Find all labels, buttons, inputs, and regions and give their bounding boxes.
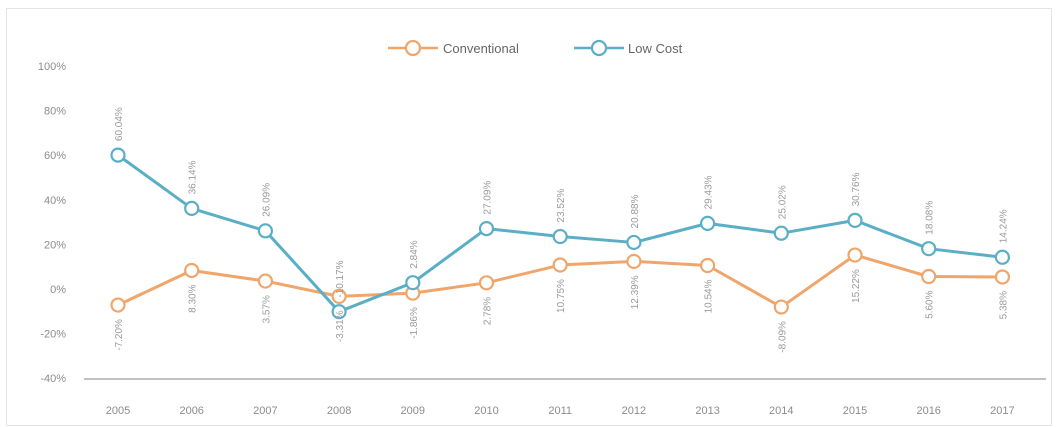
data-point-low-cost: [478, 220, 495, 237]
data-label-low-cost: 36.14%: [188, 160, 199, 194]
data-label-conventional: -7.20%: [114, 319, 125, 351]
y-tick-label: 100%: [38, 61, 66, 73]
legend-label-conventional: Conventional: [443, 41, 519, 56]
data-label-conventional: 10.75%: [556, 279, 567, 313]
data-label-low-cost: 26.09%: [261, 183, 272, 217]
data-point-conventional: [994, 269, 1011, 285]
x-tick-label: 2015: [843, 405, 867, 417]
x-tick-label: 2013: [695, 405, 719, 417]
data-label-low-cost: 18.08%: [925, 201, 936, 235]
data-label-low-cost: 14.24%: [998, 209, 1009, 243]
data-label-low-cost: 23.52%: [556, 189, 567, 223]
x-tick-label: 2014: [769, 405, 793, 417]
x-tick-label: 2017: [990, 405, 1014, 417]
data-point-conventional: [847, 247, 863, 263]
data-point-conventional: [626, 253, 642, 269]
data-point-low-cost: [110, 147, 126, 163]
legend-label-low-cost: Low Cost: [628, 41, 683, 56]
data-label-conventional: 15.22%: [851, 269, 862, 303]
legend-marker-low-cost: [590, 39, 608, 57]
data-point-conventional: [699, 257, 716, 274]
data-label-conventional: 5.38%: [998, 291, 1009, 319]
x-tick-label: 2016: [916, 405, 940, 417]
y-tick-label: 80%: [44, 106, 66, 118]
y-tick-label: -40%: [40, 373, 66, 385]
data-label-low-cost: -10.17%: [335, 260, 346, 297]
x-tick-label: 2010: [474, 405, 498, 417]
data-label-conventional: 3.57%: [261, 295, 272, 323]
data-point-conventional: [478, 275, 495, 291]
data-label-conventional: -1.86%: [409, 307, 420, 339]
y-tick-label: 40%: [44, 195, 66, 207]
chart-frame: [6, 8, 1052, 426]
data-label-conventional: -3.31%: [335, 310, 346, 342]
data-point-conventional: [184, 262, 200, 279]
data-point-low-cost: [699, 215, 716, 231]
data-label-conventional: 8.30%: [188, 284, 199, 312]
data-point-low-cost: [184, 200, 200, 217]
legend-marker-conventional: [404, 39, 422, 57]
data-point-low-cost: [773, 225, 789, 241]
data-point-conventional: [257, 273, 273, 289]
data-point-low-cost: [921, 241, 937, 257]
data-point-low-cost: [331, 304, 347, 320]
data-point-low-cost: [626, 234, 642, 251]
data-point-conventional: [331, 288, 347, 304]
y-tick-label: 60%: [44, 150, 66, 162]
data-label-conventional: 12.39%: [630, 275, 641, 309]
data-point-conventional: [552, 257, 568, 273]
data-label-conventional: 2.78%: [483, 297, 494, 325]
x-tick-label: 2008: [327, 405, 351, 417]
data-point-conventional: [773, 299, 789, 315]
data-label-low-cost: 20.88%: [630, 194, 641, 228]
x-tick-label: 2007: [253, 405, 277, 417]
data-point-low-cost: [994, 249, 1011, 265]
data-label-conventional: -8.09%: [777, 321, 788, 353]
data-label-low-cost: 60.04%: [114, 107, 125, 141]
data-label-low-cost: 2.84%: [409, 240, 420, 268]
y-tick-label: 0%: [50, 284, 66, 296]
data-point-conventional: [921, 268, 937, 285]
x-tick-label: 2011: [548, 405, 572, 417]
data-point-low-cost: [847, 212, 863, 229]
y-tick-label: -20%: [40, 329, 66, 341]
data-point-low-cost: [552, 228, 568, 245]
x-tick-label: 2005: [106, 405, 130, 417]
data-label-low-cost: 29.43%: [704, 175, 715, 209]
data-label-conventional: 5.60%: [925, 290, 936, 318]
x-tick-label: 2012: [622, 405, 646, 417]
x-tick-label: 2009: [401, 405, 425, 417]
x-tick-label: 2006: [179, 405, 203, 417]
data-label-conventional: 10.54%: [704, 279, 715, 313]
data-point-low-cost: [405, 275, 421, 291]
data-label-low-cost: 25.02%: [777, 185, 788, 219]
data-point-conventional: [110, 297, 126, 313]
data-point-low-cost: [257, 223, 273, 239]
y-tick-label: 20%: [44, 239, 66, 251]
data-label-low-cost: 27.09%: [483, 181, 494, 215]
data-label-low-cost: 30.76%: [851, 172, 862, 206]
